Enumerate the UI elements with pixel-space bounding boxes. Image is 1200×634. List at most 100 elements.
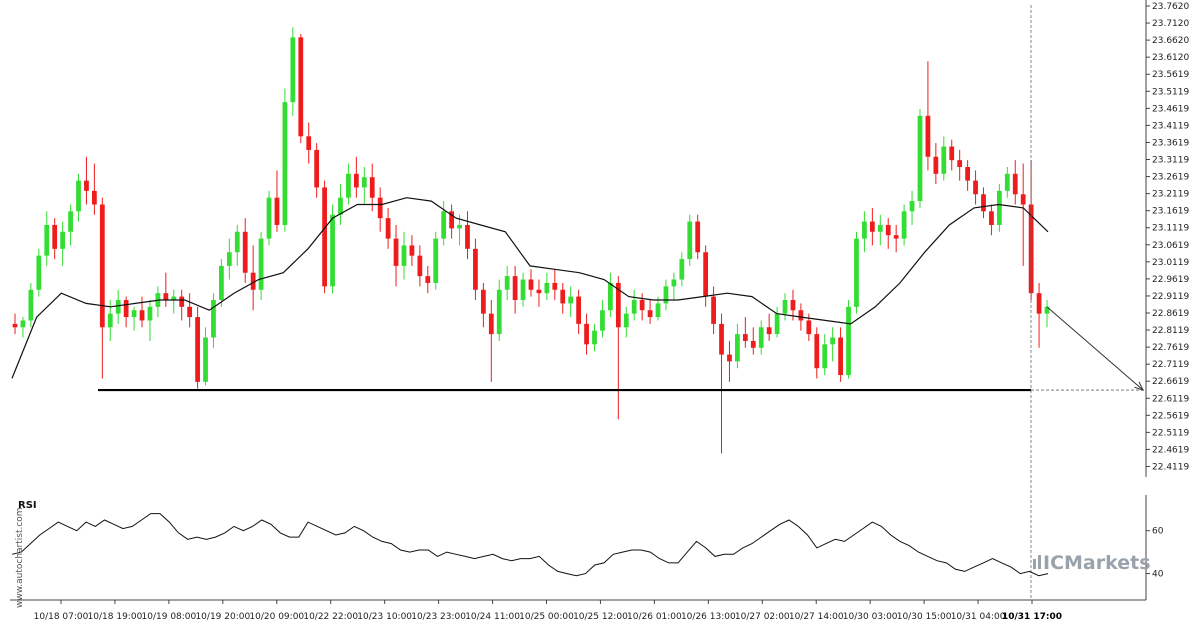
price-tick-label: 22.5619	[1152, 411, 1189, 421]
price-tick-label: 23.7620	[1152, 2, 1189, 12]
candle-body	[989, 211, 994, 225]
candle	[242, 218, 248, 283]
candle-body	[12, 323, 18, 328]
candle-body	[592, 330, 597, 345]
candle	[409, 235, 415, 266]
candle	[838, 327, 843, 382]
candle-body	[877, 224, 883, 232]
time-tick-label: 10/18 07:00	[34, 612, 89, 622]
projection-arrow-head	[1134, 381, 1144, 391]
candle-body	[226, 252, 232, 266]
candle-body	[52, 224, 58, 249]
candle-body	[353, 173, 359, 188]
candle-body	[473, 248, 478, 290]
price-tick-label: 23.2119	[1152, 190, 1189, 200]
candle	[671, 272, 677, 300]
candle-body	[965, 166, 970, 181]
candle-body	[290, 37, 296, 103]
candle-body	[679, 259, 685, 280]
candle-body	[377, 197, 383, 219]
candle	[552, 269, 558, 300]
candle	[179, 289, 185, 321]
candle-body	[465, 224, 470, 249]
price-tick-label: 22.6619	[1152, 377, 1189, 387]
icmarkets-brand-text: ICMarkets	[1043, 552, 1151, 574]
candle	[973, 170, 978, 205]
candle	[258, 231, 264, 300]
candle-body	[369, 177, 375, 198]
candle-body	[727, 354, 732, 362]
price-tick-label: 23.3119	[1152, 156, 1189, 166]
candle-body	[552, 282, 558, 290]
candle-body	[869, 221, 875, 232]
candle	[1004, 166, 1010, 198]
candle	[433, 231, 439, 290]
candle	[449, 204, 454, 239]
price-tick-label: 23.5119	[1152, 87, 1189, 97]
candle	[52, 218, 58, 260]
time-tick-label: 10/22 22:00	[303, 612, 358, 622]
moving-average-line	[11, 197, 1049, 379]
rsi-tick-label: 60	[1152, 527, 1164, 537]
candle	[981, 187, 986, 219]
candle	[139, 296, 145, 328]
candle	[893, 224, 899, 253]
candle-body	[147, 306, 153, 321]
candle	[631, 289, 637, 321]
candle	[353, 156, 359, 198]
candle-body	[139, 310, 145, 321]
candle-body	[774, 313, 780, 335]
candle	[123, 296, 129, 328]
candle	[99, 197, 105, 379]
candle-body	[274, 197, 280, 225]
candle	[306, 122, 312, 164]
candle	[1044, 299, 1050, 328]
candle-body	[36, 255, 42, 290]
candle-body	[219, 265, 224, 300]
candle	[909, 190, 915, 225]
candle-body	[560, 289, 566, 304]
candle-body	[695, 221, 701, 253]
candle-body	[790, 299, 796, 311]
candle	[854, 231, 859, 314]
candle-body	[1044, 306, 1050, 314]
candle-body	[703, 252, 709, 297]
candle	[226, 238, 232, 280]
time-tick-label: 10/31 17:00	[1002, 612, 1062, 622]
candle	[830, 327, 836, 362]
candle	[965, 160, 970, 191]
candle	[417, 245, 423, 287]
candle	[282, 88, 288, 232]
candle	[885, 218, 891, 249]
candle	[195, 306, 200, 389]
candle-body	[568, 296, 574, 304]
candle	[996, 184, 1002, 232]
price-tick-label: 23.1119	[1152, 224, 1189, 234]
candle	[719, 313, 724, 454]
candle-body	[417, 255, 423, 277]
candle-body	[1012, 173, 1018, 195]
candle	[846, 299, 851, 379]
price-tick-label: 22.4619	[1152, 445, 1189, 455]
candle	[496, 279, 502, 341]
candle-body	[1028, 204, 1034, 294]
price-tick-label: 23.2619	[1152, 173, 1189, 183]
candle	[941, 136, 947, 181]
price-tick-label: 23.6620	[1152, 36, 1189, 46]
candle-body	[409, 245, 415, 256]
candle	[536, 279, 542, 307]
candle-body	[544, 282, 550, 294]
candle-body	[179, 296, 185, 307]
candle-body	[115, 299, 121, 314]
candle-body	[981, 194, 986, 212]
candle-body	[401, 245, 407, 266]
price-tick-label: 22.9619	[1152, 275, 1189, 285]
candle-body	[84, 180, 89, 191]
candle-body	[782, 299, 788, 314]
candle-body	[735, 334, 740, 362]
candle-body	[520, 279, 526, 300]
candle	[274, 170, 280, 232]
candle-body	[306, 136, 312, 150]
candle-body	[171, 296, 177, 300]
